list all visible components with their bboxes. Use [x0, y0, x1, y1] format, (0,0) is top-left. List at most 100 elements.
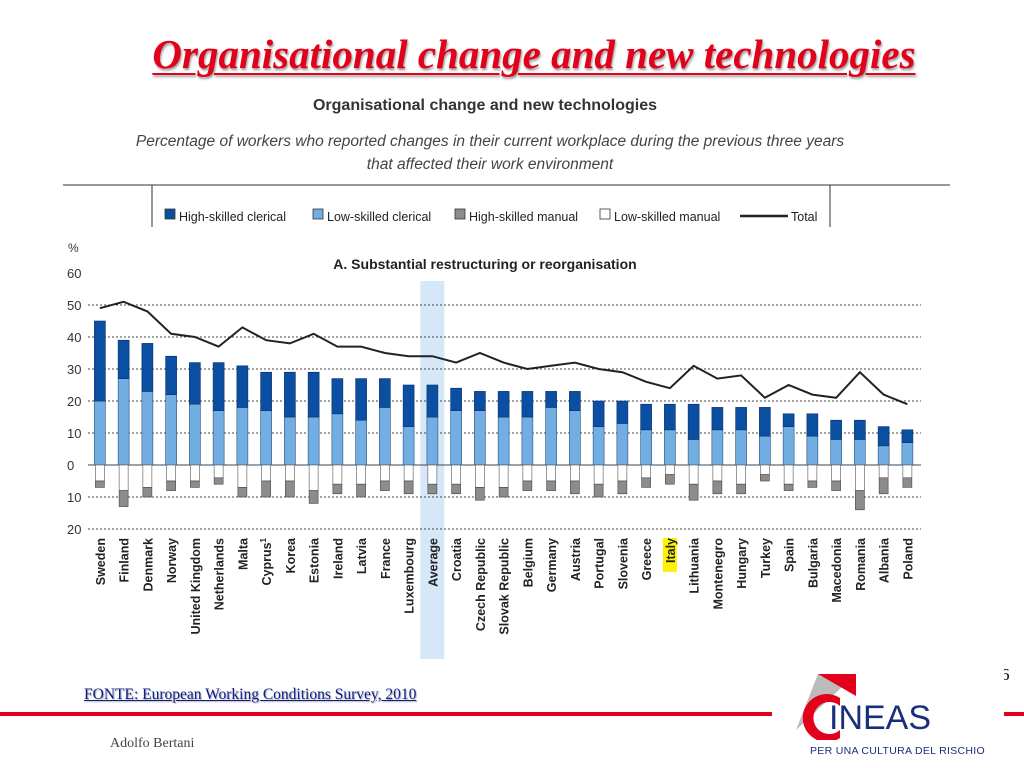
bar-high-skilled-clerical: [236, 365, 249, 408]
category-label: Austria: [569, 537, 583, 581]
bar-high-skilled-clerical: [592, 400, 605, 427]
bar-low-skilled-clerical: [711, 429, 724, 466]
bar-high-skilled-manual: [95, 480, 105, 488]
bar-low-skilled-clerical: [260, 410, 272, 466]
bar-high-skilled-clerical: [284, 371, 296, 418]
bar-low-skilled-manual: [783, 464, 794, 485]
bar-low-skilled-clerical: [117, 378, 130, 466]
legend-label: Low-skilled manual: [614, 210, 720, 224]
y-tick-label: 10: [67, 426, 81, 441]
bar-high-skilled-clerical: [307, 371, 320, 418]
bar-high-skilled-manual: [475, 487, 485, 501]
category-label: Poland: [901, 538, 915, 580]
bar-low-skilled-clerical: [664, 429, 676, 466]
category-label: Finland: [118, 538, 132, 582]
bar-high-skilled-manual: [878, 477, 889, 495]
bar-high-skilled-manual: [237, 487, 248, 498]
bar-low-skilled-clerical: [189, 403, 201, 466]
bar-high-skilled-manual: [380, 480, 390, 491]
y-tick-label: 10: [67, 490, 81, 505]
y-tick-label: 40: [67, 330, 81, 345]
bar-low-skilled-manual: [665, 464, 675, 475]
category-label: Hungary: [735, 538, 749, 589]
legend-swatch: [454, 208, 466, 220]
bar-low-skilled-manual: [878, 464, 889, 479]
category-label: Norway: [165, 538, 179, 583]
bar-high-skilled-manual: [783, 483, 794, 491]
bar-low-skilled-clerical: [545, 407, 557, 466]
bar-high-skilled-clerical: [901, 429, 914, 443]
bar-high-skilled-manual: [285, 480, 295, 498]
bar-high-skilled-manual: [855, 490, 865, 511]
category-label: Korea: [284, 537, 298, 573]
category-label: Slovenia: [616, 537, 630, 589]
chart-subtitle-line-2: that affected their work environment: [366, 156, 614, 173]
category-label: Average: [426, 538, 440, 587]
bar-low-skilled-clerical: [402, 426, 415, 466]
italy-highlight: [662, 538, 677, 572]
bar-chart: High-skilled clerical Low-skilled clerica…: [63, 184, 950, 659]
bar-high-skilled-clerical: [830, 419, 842, 440]
chart-title: Organisational change and new technologi…: [312, 97, 658, 114]
category-label: Cyprus1: [259, 537, 274, 585]
bar-low-skilled-manual: [736, 464, 746, 485]
bar-low-skilled-manual: [593, 464, 604, 485]
bar-high-skilled-clerical: [687, 403, 700, 440]
legend-swatch: [164, 208, 176, 220]
bar-low-skilled-manual: [688, 464, 699, 485]
bar-low-skilled-clerical: [331, 413, 344, 466]
bar-low-skilled-manual: [261, 464, 271, 482]
y-tick-label: 30: [67, 362, 81, 377]
bar-high-skilled-manual: [593, 483, 604, 498]
chart-subtitle-line-1: Percentage of workers who reported chang…: [135, 133, 845, 150]
y-tick-label: 20: [67, 394, 81, 409]
bar-high-skilled-clerical: [759, 407, 771, 437]
category-label: Lithuania: [688, 537, 702, 594]
bar-high-skilled-clerical: [379, 378, 391, 408]
bar-low-skilled-clerical: [592, 426, 605, 466]
bar-high-skilled-manual: [807, 480, 818, 488]
bar-low-skilled-manual: [807, 464, 818, 482]
category-label: Latvia: [355, 537, 369, 574]
bar-low-skilled-clerical: [236, 407, 249, 466]
bar-high-skilled-clerical: [189, 362, 201, 405]
bar-high-skilled-manual: [712, 480, 723, 495]
category-label: Slovak Republic: [498, 538, 512, 635]
bar-high-skilled-manual: [190, 480, 200, 488]
category-label: Greece: [640, 538, 654, 580]
bar-low-skilled-clerical: [450, 410, 462, 466]
legend-label: Low-skilled clerical: [327, 210, 431, 224]
category-label: Italy: [664, 538, 678, 563]
bar-high-skilled-manual: [356, 483, 366, 498]
bar-low-skilled-clerical: [901, 442, 914, 466]
bar-high-skilled-manual: [332, 483, 343, 495]
category-label: Macedonia: [830, 537, 844, 603]
bar-low-skilled-clerical: [569, 410, 581, 466]
bar-high-skilled-clerical: [497, 391, 510, 418]
bar-low-skilled-manual: [855, 464, 865, 491]
footer-divider: [0, 712, 1024, 716]
bar-low-skilled-manual: [522, 464, 533, 482]
chart-subtitle: Percentage of workers who reported chang…: [110, 130, 870, 176]
bar-low-skilled-manual: [712, 464, 723, 482]
bar-high-skilled-manual: [665, 474, 675, 485]
bar-high-skilled-manual: [403, 480, 414, 495]
bar-low-skilled-clerical: [687, 439, 700, 466]
bar-low-skilled-manual: [546, 464, 556, 482]
category-label: Estonia: [308, 537, 322, 583]
bar-high-skilled-manual: [736, 483, 746, 495]
cineas-logo: INEAS PER UNA CULTURA DEL RISCHIO: [772, 658, 1004, 768]
y-tick-label: 50: [67, 298, 81, 313]
bar-high-skilled-manual: [261, 480, 271, 498]
bar-low-skilled-clerical: [284, 416, 296, 466]
bar-high-skilled-clerical: [735, 407, 747, 431]
bar-high-skilled-manual: [546, 480, 556, 491]
legend-swatch: [312, 208, 324, 220]
category-label: Ireland: [331, 538, 345, 579]
total-line: [99, 300, 908, 406]
legend-label: Total: [791, 210, 817, 224]
y-tick-label: 0: [67, 458, 74, 473]
bar-low-skilled-manual: [475, 464, 485, 488]
bar-high-skilled-manual: [522, 480, 533, 491]
bar-high-skilled-manual: [760, 474, 770, 482]
